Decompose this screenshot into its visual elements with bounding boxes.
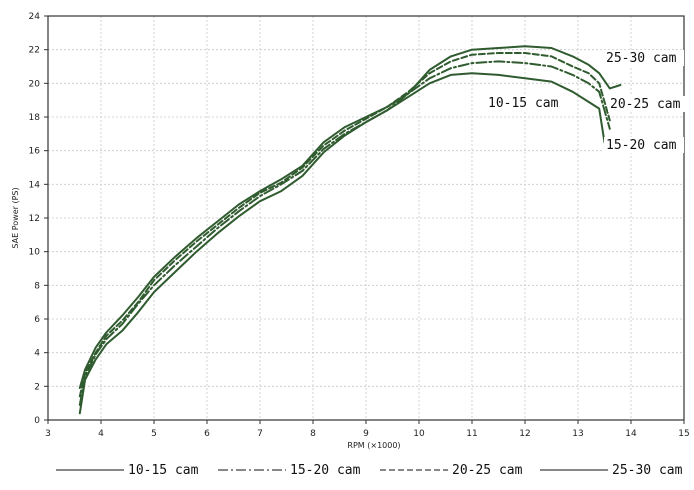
- legend-label: 10-15 cam: [128, 463, 199, 478]
- legend-label: 20-25 cam: [452, 463, 523, 478]
- series-line-20-25-cam: [78, 52, 611, 398]
- x-tick-label: 8: [310, 429, 316, 439]
- y-tick-label: 20: [29, 79, 41, 89]
- annotation-bg: [486, 95, 566, 111]
- y-tick-label: 0: [34, 416, 40, 426]
- series-annotation: 25-30 cam: [606, 51, 677, 66]
- x-tick-label: 5: [151, 429, 157, 439]
- y-axis-title: SAE Power (PS): [11, 187, 20, 248]
- x-tick-label: 10: [413, 429, 425, 439]
- y-tick-label: 18: [29, 113, 41, 123]
- x-tick-label: 14: [625, 429, 637, 439]
- series-annotation: 10-15 cam: [488, 96, 559, 111]
- annotation-bg: [608, 96, 688, 112]
- y-tick-label: 22: [29, 46, 40, 56]
- x-tick-label: 13: [572, 429, 583, 439]
- y-tick-label: 24: [29, 12, 41, 22]
- x-tick-label: 12: [519, 429, 530, 439]
- y-tick-label: 8: [34, 281, 40, 291]
- legend-label: 15-20 cam: [290, 463, 361, 478]
- x-tick-label: 4: [98, 429, 104, 439]
- annotation-bg: [604, 137, 684, 153]
- x-tick-label: 11: [466, 429, 477, 439]
- series-line-25-30-cam: [78, 45, 622, 389]
- x-tick-label: 9: [363, 429, 369, 439]
- series-annotation: 15-20 cam: [606, 138, 677, 153]
- y-tick-label: 10: [29, 248, 41, 258]
- annotation-bg: [604, 50, 684, 66]
- y-tick-label: 12: [29, 214, 40, 224]
- y-tick-label: 16: [29, 147, 41, 157]
- x-tick-label: 6: [204, 429, 210, 439]
- y-tick-label: 2: [34, 382, 40, 392]
- x-axis-title: RPM (×1000): [347, 441, 400, 450]
- x-tick-label: 7: [257, 429, 263, 439]
- x-tick-label: 15: [678, 429, 689, 439]
- y-tick-label: 14: [29, 180, 41, 190]
- legend-label: 25-30 cam: [612, 463, 683, 478]
- y-tick-label: 4: [34, 349, 40, 359]
- x-tick-label: 3: [45, 429, 51, 439]
- y-tick-label: 6: [34, 315, 40, 325]
- series-line-15-20-cam: [78, 60, 611, 406]
- series-annotation: 20-25 cam: [610, 97, 681, 112]
- series-line-10-15-cam: [78, 72, 606, 415]
